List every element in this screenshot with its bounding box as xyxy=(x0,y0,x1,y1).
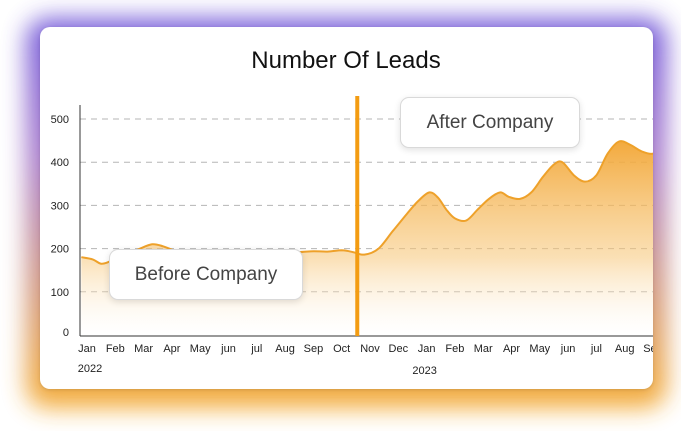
year-label-2023: 2023 xyxy=(412,365,436,377)
chart-card: Number Of Leads 0 100 200 300 400 500 Jan Feb M… xyxy=(40,27,653,389)
area-series xyxy=(81,140,653,335)
y-tick-label-300: 300 xyxy=(51,200,69,212)
x-tick-label: Jan xyxy=(78,343,96,355)
before-company-callout: Before Company xyxy=(109,249,303,300)
x-tick-label: May xyxy=(190,343,211,355)
x-tick-label: May xyxy=(529,343,550,355)
x-tick-label: Feb xyxy=(445,343,464,355)
x-tick-label: Jan xyxy=(418,343,436,355)
x-tick-label: jun xyxy=(220,343,236,355)
axes xyxy=(79,96,653,337)
y-tick-label-200: 200 xyxy=(51,244,69,256)
x-tick-label: Feb xyxy=(106,343,125,355)
leads-area-chart: Number Of Leads 0 100 200 300 400 500 Jan Feb M… xyxy=(51,47,653,377)
after-company-callout: After Company xyxy=(400,97,580,148)
y-tick-label-100: 100 xyxy=(51,287,69,299)
x-tick-label: Apr xyxy=(163,343,180,355)
x-tick-label: Oct xyxy=(333,343,350,355)
x-tick-label: Aug xyxy=(275,343,295,355)
x-tick-label: Mar xyxy=(134,343,153,355)
area-fill xyxy=(81,141,653,335)
x-tick-label: jul xyxy=(590,343,602,355)
year-label-2022: 2022 xyxy=(78,363,102,375)
year-labels: 2022 2023 xyxy=(78,363,437,377)
y-tick-label-500: 500 xyxy=(51,114,69,126)
x-tick-label: Mar xyxy=(474,343,493,355)
y-tick-labels: 0 100 200 300 400 500 xyxy=(51,114,69,339)
y-tick-label-400: 400 xyxy=(51,157,69,169)
x-tick-label: jul xyxy=(250,343,262,355)
x-tick-label: Sep xyxy=(643,343,653,355)
x-tick-labels: Jan Feb Mar Apr May jun jul Aug Sep Oct Nov Dec Jan F… xyxy=(78,343,653,355)
y-tick-label-0: 0 xyxy=(63,327,69,339)
x-tick-label: Aug xyxy=(615,343,635,355)
chart-title: Number Of Leads xyxy=(251,47,440,74)
x-tick-label: Apr xyxy=(503,343,520,355)
x-tick-label: Nov xyxy=(360,343,380,355)
x-tick-label: Sep xyxy=(304,343,324,355)
x-tick-label: jun xyxy=(560,343,576,355)
x-tick-label: Dec xyxy=(389,343,409,355)
